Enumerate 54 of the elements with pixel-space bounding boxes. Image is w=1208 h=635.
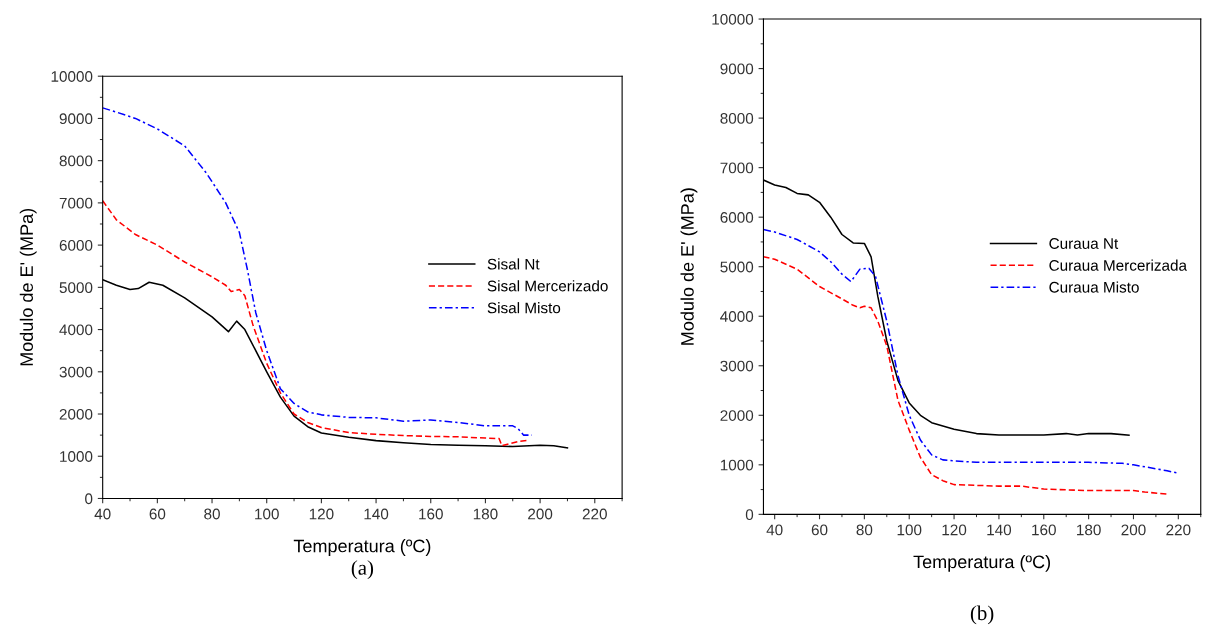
x-tick-label: 80 <box>204 508 220 520</box>
x-tick-label: 120 <box>942 524 967 536</box>
x-tick-label: 100 <box>897 524 922 536</box>
y-tick-label: 2000 <box>59 408 93 420</box>
x-tick-label: 160 <box>419 508 443 520</box>
x-tick-label: 200 <box>1121 524 1146 536</box>
legend-label: Curaua Nt <box>1049 238 1119 249</box>
y-tick-label: 3000 <box>59 366 93 378</box>
x-tick-label: 180 <box>1077 524 1101 536</box>
x-tick-label: 60 <box>811 524 828 536</box>
y-tick-label: 7000 <box>720 162 754 174</box>
x-tick-label: 100 <box>255 508 279 520</box>
y-tick-label: 0 <box>85 493 93 505</box>
legend-label: Sisal Misto <box>487 302 561 314</box>
legend-label: Sisal Nt <box>487 258 540 270</box>
y-tick-label: 4000 <box>59 324 93 336</box>
x-tick-label: 60 <box>149 508 166 520</box>
x-tick-label: 160 <box>1032 524 1056 536</box>
text: (b) <box>970 605 994 625</box>
x-tick-label: 80 <box>856 524 873 536</box>
y-tick-label: 5000 <box>720 261 754 273</box>
y-tick-label: 0 <box>745 509 754 521</box>
x-axis-title: Temperatura (ºC) <box>913 554 1050 572</box>
x-tick-label: 200 <box>528 508 553 520</box>
x-tick-label: 180 <box>473 508 498 520</box>
x-tick-label: 40 <box>766 524 783 536</box>
y-tick-label: 8000 <box>720 112 754 124</box>
y-axis-title: Modulo de E' (MPa) <box>19 208 37 366</box>
x-tick-label: 120 <box>309 508 334 520</box>
y-tick-label: 4000 <box>720 311 754 322</box>
y-tick-label: 10000 <box>712 13 754 25</box>
x-tick-label: 220 <box>1166 524 1191 536</box>
y-tick-label: 1000 <box>60 451 93 462</box>
y-tick-label: 9000 <box>720 63 754 75</box>
legend-label: Curaua Mercerizada <box>1049 259 1188 271</box>
legend-label: Curaua Misto <box>1049 281 1139 293</box>
y-tick-label: 5000 <box>59 282 93 294</box>
x-tick-label: 140 <box>987 524 1012 536</box>
x-tick-label: 220 <box>582 508 607 520</box>
y-tick-label: 9000 <box>59 113 93 125</box>
y-tick-label: 7000 <box>59 197 93 209</box>
text: (a) <box>351 560 374 580</box>
x-axis-title: Temperatura (ºC) <box>293 539 431 556</box>
y-tick-label: 8000 <box>59 155 93 167</box>
y-tick-label: 6000 <box>720 212 754 223</box>
y-tick-label: 6000 <box>59 239 93 251</box>
y-tick-label: 3000 <box>720 360 754 372</box>
y-tick-label: 2000 <box>720 410 754 421</box>
x-tick-label: 140 <box>364 508 389 520</box>
x-tick-label: 40 <box>94 508 111 520</box>
y-axis-title: Modulo de E' (MPa) <box>680 188 698 345</box>
y-tick-label: 10000 <box>51 71 93 82</box>
y-tick-label: 1000 <box>720 459 754 471</box>
legend-label: Sisal Mercerizado <box>487 280 608 292</box>
